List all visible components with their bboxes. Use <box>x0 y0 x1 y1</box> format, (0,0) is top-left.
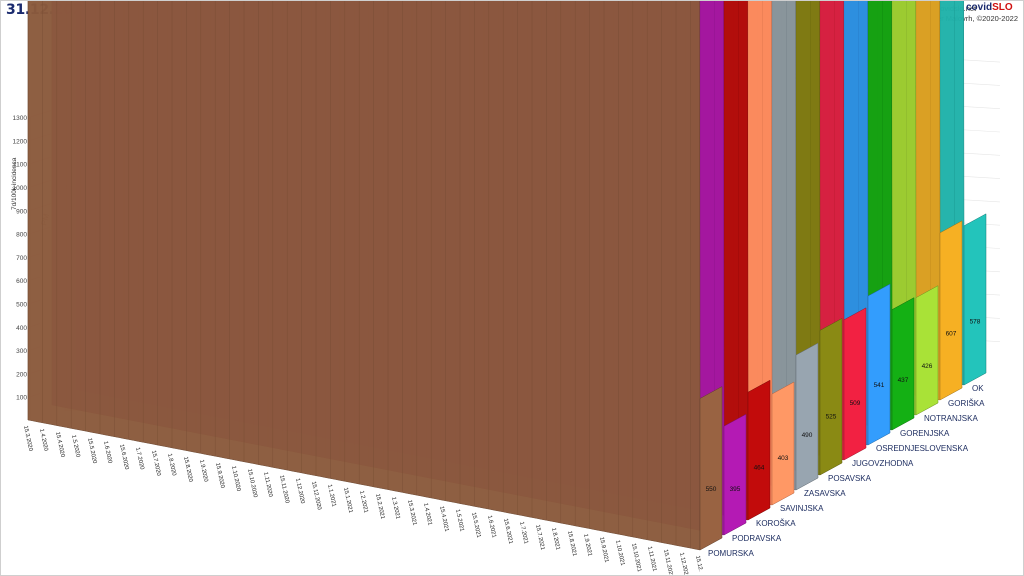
y-tick-label: 700 <box>16 255 27 262</box>
end-bar-pomurska <box>699 386 723 551</box>
x-tick-label: 15.12. <box>694 555 703 572</box>
y-tick-label: 800 <box>16 232 27 239</box>
end-value-label: 426 <box>922 363 933 370</box>
series-name-label: POMURSKA <box>708 549 754 558</box>
x-tick-label: 15.11.2020 <box>278 475 290 504</box>
x-tick-label: 15.10.2021 <box>630 543 642 573</box>
y-tick-label: 1300 <box>13 115 28 122</box>
series-name-label: OSREDNJESLOVENSKA <box>876 444 969 453</box>
end-bar-jugovzhodna <box>843 307 867 461</box>
x-tick-label: 1.4.2021 <box>422 503 433 526</box>
x-tick-label: 1.11.2020 <box>262 472 273 498</box>
x-tick-label: 15.4.2021 <box>438 506 449 532</box>
end-bar-ok <box>963 213 987 386</box>
x-tick-label: 15.12.2020 <box>310 481 322 511</box>
x-tick-label: 1.12.2020 <box>294 478 305 504</box>
end-bar-notranjska <box>915 285 939 416</box>
x-tick-label: 1.6.2021 <box>486 515 497 538</box>
end-value-label: 395 <box>730 486 741 493</box>
x-tick-label: 15.2.2021 <box>374 493 385 519</box>
end-bar-posavska <box>819 317 843 476</box>
end-value-label: 490 <box>802 432 813 439</box>
end-value-label: 578 <box>970 318 981 325</box>
end-bar-zasavska <box>795 342 819 491</box>
y-tick-label: 900 <box>16 208 27 215</box>
x-tick-label: 1.6.2020 <box>102 441 113 464</box>
x-tick-label: 15.8.2020 <box>182 456 193 482</box>
x-tick-label: 1.9.2021 <box>582 533 593 556</box>
x-tick-label: 1.12.2021 <box>678 552 689 576</box>
x-tick-label: 15.6.2020 <box>118 444 129 470</box>
series-name-label: GORENJSKA <box>900 429 950 438</box>
x-tick-label: 1.9.2020 <box>198 459 209 482</box>
y-tick-label: 1200 <box>13 138 28 145</box>
series-name-label: POSAVSKA <box>828 474 872 483</box>
x-tick-label: 15.6.2021 <box>502 518 513 544</box>
y-tick-label: 1000 <box>13 185 28 192</box>
x-tick-label: 15.10.2020 <box>246 468 258 498</box>
y-axis-label: 7d/100k incidenca <box>11 157 18 210</box>
x-tick-label: 1.1.2021 <box>326 484 337 507</box>
x-tick-label: 1.7.2020 <box>134 447 145 470</box>
x-tick-label: 15.11.2021 <box>662 549 674 576</box>
y-tick-label: 1100 <box>13 162 27 169</box>
x-tick-label: 15.4.2020 <box>54 431 65 457</box>
end-value-label: 607 <box>946 330 957 337</box>
end-bar-osrednjeslovenska <box>867 283 891 446</box>
x-tick-label: 1.5.2021 <box>454 509 465 532</box>
brand-main: covid <box>966 2 993 13</box>
series-name-label: OK <box>972 384 984 393</box>
end-value-label: 464 <box>754 464 765 471</box>
brand-logo: covidSLO <box>966 2 1013 13</box>
end-bar-goriška <box>939 220 963 401</box>
x-tick-label: 15.5.2020 <box>86 438 97 464</box>
x-tick-label: 15.7.2020 <box>150 450 161 476</box>
x-tick-label: 15.9.2020 <box>214 462 225 488</box>
end-value-label: 541 <box>874 382 885 389</box>
x-tick-label: 1.11.2021 <box>646 546 657 572</box>
end-value-label: 509 <box>850 400 861 407</box>
x-tick-label: 1.2.2021 <box>358 490 369 513</box>
x-tick-label: 1.8.2021 <box>550 527 561 550</box>
x-tick-label: 1.4.2020 <box>38 428 49 451</box>
y-tick-label: 200 <box>16 371 27 378</box>
series-name-label: NOTRANJSKA <box>924 414 978 423</box>
x-tick-label: 1.7.2021 <box>518 521 529 544</box>
series-name-label: PODRAVSKA <box>732 534 782 543</box>
x-tick-label: 1.3.2021 <box>390 496 401 519</box>
x-tick-label: 15.9.2021 <box>598 537 609 563</box>
x-tick-label: 15.5.2021 <box>470 512 481 538</box>
end-bar-koroška <box>747 379 771 521</box>
brand-accent: SLO <box>992 2 1013 13</box>
end-bar-gorenjska <box>891 297 915 431</box>
series-name-label: SAVINJSKA <box>780 504 824 513</box>
series-name-label: JUGOVZHODNA <box>852 459 914 468</box>
end-value-label: 550 <box>706 486 717 493</box>
y-tick-label: 400 <box>16 325 27 332</box>
x-tick-label: 1.5.2020 <box>70 434 81 457</box>
y-tick-label: 100 <box>16 395 27 402</box>
end-bar-savinjska <box>771 381 795 506</box>
x-tick-label: 1.10.2021 <box>614 540 625 566</box>
x-tick-label: 15.8.2021 <box>566 530 577 556</box>
series-name-label: ZASAVSKA <box>804 489 846 498</box>
x-tick-label: 15.3.2020 <box>22 425 33 451</box>
y-tick-label: 500 <box>16 302 27 309</box>
end-value-label: 525 <box>826 413 837 420</box>
end-value-label: 437 <box>898 377 909 384</box>
series-name-label: GORIŠKA <box>948 399 985 408</box>
x-tick-label: 15.3.2021 <box>406 499 417 525</box>
y-tick-label: 600 <box>16 278 27 285</box>
credit-label: Peter Malovrh, ©2020-2022 <box>925 14 1018 23</box>
end-value-label: 403 <box>778 455 789 462</box>
x-tick-label: 1.10.2020 <box>230 465 241 491</box>
x-tick-label: 15.1.2021 <box>342 487 353 513</box>
x-tick-label: 1.8.2020 <box>166 453 177 476</box>
y-tick-label: 300 <box>16 348 27 355</box>
end-bar-podravska <box>723 413 747 536</box>
x-tick-label: 15.7.2021 <box>534 524 545 550</box>
series-name-label: KOROŠKA <box>756 519 796 528</box>
